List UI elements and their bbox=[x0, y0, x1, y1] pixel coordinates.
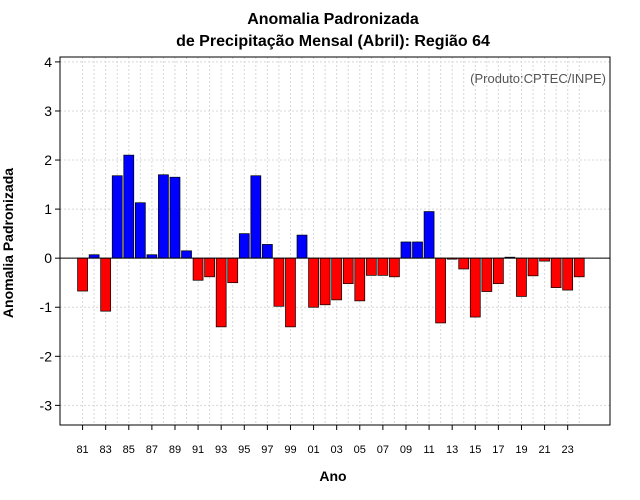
y-tick-label: 3 bbox=[44, 103, 52, 119]
x-tick-label: 07 bbox=[377, 444, 389, 456]
bar-05 bbox=[354, 257, 366, 302]
x-tick-label: 17 bbox=[492, 444, 504, 456]
x-tick-label: 83 bbox=[100, 444, 112, 456]
bar-07 bbox=[377, 257, 389, 276]
x-tick-label: 85 bbox=[123, 444, 135, 456]
bar-01 bbox=[308, 257, 319, 308]
x-tick-label: 11 bbox=[423, 444, 434, 456]
y-tick-label: 2 bbox=[44, 152, 52, 168]
x-axis-title: Ano bbox=[319, 468, 346, 484]
y-tick-label: 0 bbox=[44, 250, 52, 266]
x-tick-label: 03 bbox=[331, 444, 343, 456]
bar-91 bbox=[192, 257, 204, 281]
bar-95 bbox=[238, 233, 250, 259]
bar-04 bbox=[342, 257, 354, 285]
bar-88 bbox=[158, 174, 169, 259]
y-tick-label: -2 bbox=[40, 348, 53, 364]
bar-96 bbox=[250, 175, 262, 259]
x-tick-label: 15 bbox=[469, 444, 481, 456]
bar-15 bbox=[469, 257, 481, 318]
bar-87 bbox=[146, 254, 158, 259]
x-tick-label: 81 bbox=[76, 444, 88, 456]
bar-20 bbox=[527, 257, 539, 277]
bar-84 bbox=[111, 175, 123, 259]
bar-19 bbox=[516, 257, 527, 297]
bar-86 bbox=[134, 202, 146, 259]
plot-frame bbox=[59, 56, 611, 426]
y-axis-title: Anomalia Padronizada bbox=[0, 168, 16, 318]
bar-09 bbox=[400, 241, 412, 259]
x-tick-label: 09 bbox=[400, 444, 412, 456]
bar-89 bbox=[169, 176, 181, 259]
credit-text: (Produto:CPTEC/INPE) bbox=[470, 71, 606, 86]
bar-12 bbox=[435, 257, 446, 324]
x-tick-label: 93 bbox=[215, 444, 227, 456]
bar-98 bbox=[273, 257, 285, 307]
bars bbox=[77, 154, 585, 328]
bar-08 bbox=[389, 257, 400, 278]
bar-93 bbox=[215, 257, 227, 328]
bar-02 bbox=[319, 257, 331, 306]
x-tick-label: 99 bbox=[284, 444, 296, 456]
x-tick-label: 01 bbox=[307, 444, 319, 456]
x-tick-label: 19 bbox=[515, 444, 527, 456]
bar-00 bbox=[296, 234, 308, 259]
y-tick-label: 4 bbox=[44, 54, 52, 70]
bar-90 bbox=[181, 250, 192, 259]
chart-title-line2: de Precipitação Mensal (Abril): Região 6… bbox=[176, 33, 490, 50]
bar-24 bbox=[573, 257, 585, 278]
x-tick-label: 89 bbox=[169, 444, 181, 456]
y-tick-label: -1 bbox=[40, 299, 53, 315]
bar-17 bbox=[493, 257, 504, 285]
bar-97 bbox=[262, 244, 273, 259]
bar-81 bbox=[77, 257, 88, 292]
bar-22 bbox=[550, 257, 562, 288]
x-tick-label: 05 bbox=[354, 444, 366, 456]
x-tick-label: 97 bbox=[261, 444, 273, 456]
y-tick-label: -3 bbox=[40, 397, 53, 413]
bar-16 bbox=[481, 257, 493, 292]
y-axis: -3 -2 -1 0 1 2 3 4 bbox=[40, 54, 60, 413]
bar-11 bbox=[423, 211, 435, 259]
bar-03 bbox=[331, 257, 343, 301]
x-axis: 81 83 85 87 89 91 93 95 97 99 01 03 05 07 09 11 13 15 17 19… bbox=[76, 425, 574, 456]
bar-92 bbox=[204, 257, 215, 278]
bar-23 bbox=[562, 257, 574, 291]
bar-10 bbox=[412, 241, 423, 259]
bar-83 bbox=[100, 257, 112, 312]
x-tick-label: 23 bbox=[562, 444, 574, 456]
x-tick-label: 21 bbox=[538, 444, 550, 456]
x-tick-label: 95 bbox=[238, 444, 250, 456]
bar-85 bbox=[123, 154, 135, 259]
bar-94 bbox=[227, 257, 239, 284]
x-tick-label: 91 bbox=[192, 444, 204, 456]
bar-14 bbox=[458, 257, 470, 270]
bar-99 bbox=[285, 257, 296, 328]
chart-title-line1: Anomalia Padronizada bbox=[247, 11, 419, 28]
bar-82 bbox=[88, 254, 100, 259]
bar-06 bbox=[365, 257, 377, 276]
y-tick-label: 1 bbox=[44, 201, 52, 217]
x-tick-label: 13 bbox=[446, 444, 458, 456]
x-tick-label: 87 bbox=[146, 444, 158, 456]
